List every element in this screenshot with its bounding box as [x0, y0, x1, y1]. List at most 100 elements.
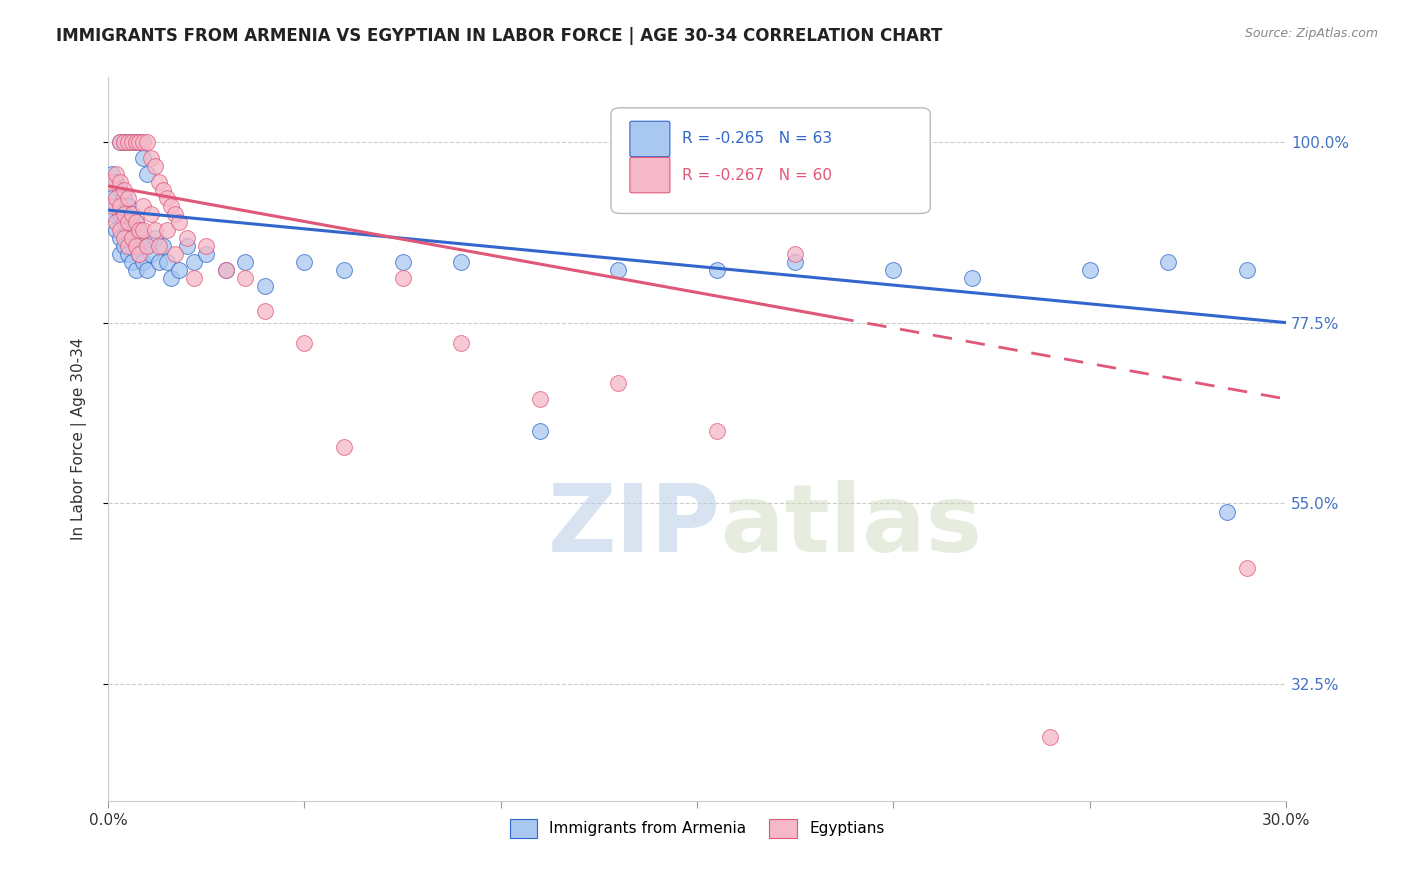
Point: [121, 255, 143, 269]
Point: [132, 255, 155, 269]
Point: [391, 255, 413, 269]
Y-axis label: In Labor Force | Age 30-34: In Labor Force | Age 30-34: [72, 338, 87, 541]
Point: [112, 215, 135, 229]
Point: [121, 231, 143, 245]
Point: [1039, 730, 1062, 744]
Point: [143, 231, 166, 245]
Point: [104, 199, 127, 213]
Point: [785, 247, 807, 261]
Point: [128, 247, 150, 261]
Point: [450, 335, 472, 350]
Point: [128, 135, 150, 149]
Point: [148, 239, 170, 253]
Point: [108, 183, 131, 197]
Point: [124, 263, 146, 277]
Point: [101, 175, 124, 189]
Point: [108, 135, 131, 149]
Point: [136, 135, 159, 149]
Point: [101, 191, 124, 205]
Point: [112, 207, 135, 221]
Point: [141, 207, 163, 221]
Point: [124, 215, 146, 229]
FancyBboxPatch shape: [630, 157, 669, 193]
Point: [108, 223, 131, 237]
Point: [112, 135, 135, 149]
Point: [124, 135, 146, 149]
Point: [176, 239, 198, 253]
Point: [104, 223, 127, 237]
Point: [112, 239, 135, 253]
Point: [1157, 255, 1180, 269]
Point: [1078, 263, 1101, 277]
Point: [143, 223, 166, 237]
Point: [104, 215, 127, 229]
Point: [960, 271, 983, 285]
Point: [132, 151, 155, 165]
Point: [706, 424, 728, 438]
Point: [108, 247, 131, 261]
Legend: Immigrants from Armenia, Egyptians: Immigrants from Armenia, Egyptians: [503, 813, 890, 844]
Point: [1216, 504, 1239, 518]
Point: [141, 151, 163, 165]
Point: [112, 231, 135, 245]
Point: [235, 271, 257, 285]
Point: [112, 135, 135, 149]
Point: [141, 247, 163, 261]
Point: [104, 191, 127, 205]
Point: [117, 135, 139, 149]
Point: [136, 239, 159, 253]
Point: [117, 215, 139, 229]
Text: Source: ZipAtlas.com: Source: ZipAtlas.com: [1244, 27, 1378, 40]
Point: [882, 263, 904, 277]
Point: [108, 135, 131, 149]
Point: [163, 207, 186, 221]
Point: [235, 255, 257, 269]
Point: [254, 279, 277, 293]
Point: [128, 223, 150, 237]
Point: [128, 135, 150, 149]
Point: [163, 247, 186, 261]
Point: [117, 239, 139, 253]
Point: [215, 263, 238, 277]
Point: [1236, 263, 1258, 277]
Point: [108, 175, 131, 189]
Point: [160, 271, 183, 285]
Point: [108, 199, 131, 213]
Point: [101, 207, 124, 221]
Text: IMMIGRANTS FROM ARMENIA VS EGYPTIAN IN LABOR FORCE | AGE 30-34 CORRELATION CHART: IMMIGRANTS FROM ARMENIA VS EGYPTIAN IN L…: [56, 27, 942, 45]
Point: [117, 191, 139, 205]
Point: [117, 247, 139, 261]
Point: [143, 159, 166, 173]
Text: ZIP: ZIP: [548, 480, 720, 572]
Point: [152, 239, 174, 253]
Text: R = -0.265   N = 63: R = -0.265 N = 63: [682, 131, 832, 146]
Point: [128, 223, 150, 237]
Point: [215, 263, 238, 277]
Point: [121, 135, 143, 149]
Point: [132, 135, 155, 149]
Point: [195, 247, 218, 261]
Point: [132, 223, 155, 237]
Point: [529, 392, 551, 406]
Point: [156, 223, 179, 237]
Point: [121, 207, 143, 221]
Text: atlas: atlas: [720, 480, 981, 572]
Point: [124, 135, 146, 149]
Point: [148, 255, 170, 269]
Point: [121, 135, 143, 149]
Point: [607, 376, 630, 390]
Point: [292, 255, 315, 269]
FancyBboxPatch shape: [630, 121, 669, 157]
Point: [117, 223, 139, 237]
Point: [117, 199, 139, 213]
Point: [529, 424, 551, 438]
Point: [332, 263, 354, 277]
Point: [785, 255, 807, 269]
Point: [136, 239, 159, 253]
Point: [121, 207, 143, 221]
FancyBboxPatch shape: [612, 108, 931, 213]
Point: [104, 167, 127, 181]
Point: [156, 191, 179, 205]
Point: [183, 255, 205, 269]
Point: [254, 303, 277, 318]
